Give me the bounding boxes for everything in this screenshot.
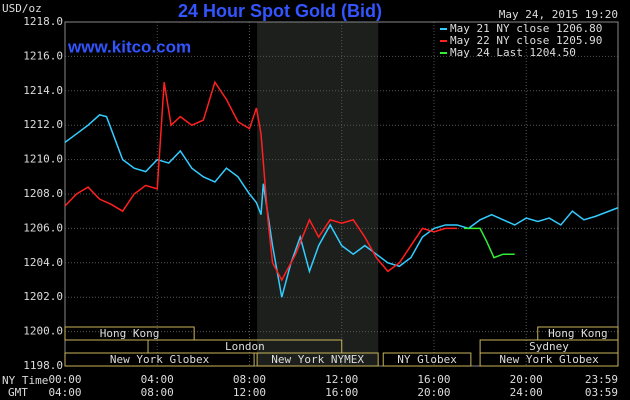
gmt-tick-label: 04:00 [48,386,81,399]
session-label: Hong Kong [100,327,160,340]
unit-label: USD/oz [2,2,42,15]
x-tick-label: 00:00 [48,373,81,386]
session-label: London [225,340,265,353]
price-line [64,80,458,282]
gmt-tick-label: 24:00 [510,386,543,399]
y-tick-label: 1214.0 [23,84,63,97]
session-bar [64,352,255,367]
session-label: New York Globex [499,353,599,366]
session-label: Hong Kong [548,327,608,340]
ny-time-label: NY Time [2,374,48,387]
price-line [463,227,515,259]
y-tick-label: 1202.0 [23,290,63,303]
legend-label: May 21 NY close 1206.80 [450,22,602,35]
session-label: Sydney [529,340,569,353]
y-tick-label: 1218.0 [23,15,63,28]
x-tick-label: 08:00 [233,373,266,386]
y-tick-label: 1210.0 [23,153,63,166]
session-bar [382,352,472,367]
legend-label: May 24 Last 1204.50 [450,46,576,59]
gmt-tick-label: 16:00 [325,386,358,399]
timestamp: May 24, 2015 19:20 [499,8,618,21]
y-tick-label: 1198.0 [23,359,63,372]
gmt-tick-label: 03:59 [585,386,618,399]
y-tick-label: 1204.0 [23,256,63,269]
session-bar [479,352,619,367]
x-tick-label: 04:00 [141,373,174,386]
gmt-tick-label: 12:00 [233,386,266,399]
chart-title: 24 Hour Spot Gold (Bid) [178,1,382,21]
session-label: New York NYMEX [271,353,364,366]
x-tick-label: 12:00 [325,373,358,386]
legend-label: May 22 NY close 1205.90 [450,34,602,47]
y-tick-label: 1208.0 [23,187,63,200]
gmt-tick-label: 08:00 [141,386,174,399]
y-tick-label: 1206.0 [23,221,63,234]
gmt-label: GMT [8,386,28,399]
x-tick-label: 20:00 [510,373,543,386]
x-tick-label: 23:59 [585,373,618,386]
x-tick-label: 16:00 [417,373,450,386]
session-bar [256,352,379,367]
y-tick-label: 1212.0 [23,118,63,131]
session-label: New York Globex [110,353,210,366]
y-tick-label: 1200.0 [23,325,63,338]
y-tick-label: 1216.0 [23,49,63,62]
price-line [64,114,619,298]
session-bar [64,326,195,341]
session-label: NY Globex [397,353,457,366]
gmt-tick-label: 20:00 [417,386,450,399]
website: www.kitco.com [67,37,191,56]
